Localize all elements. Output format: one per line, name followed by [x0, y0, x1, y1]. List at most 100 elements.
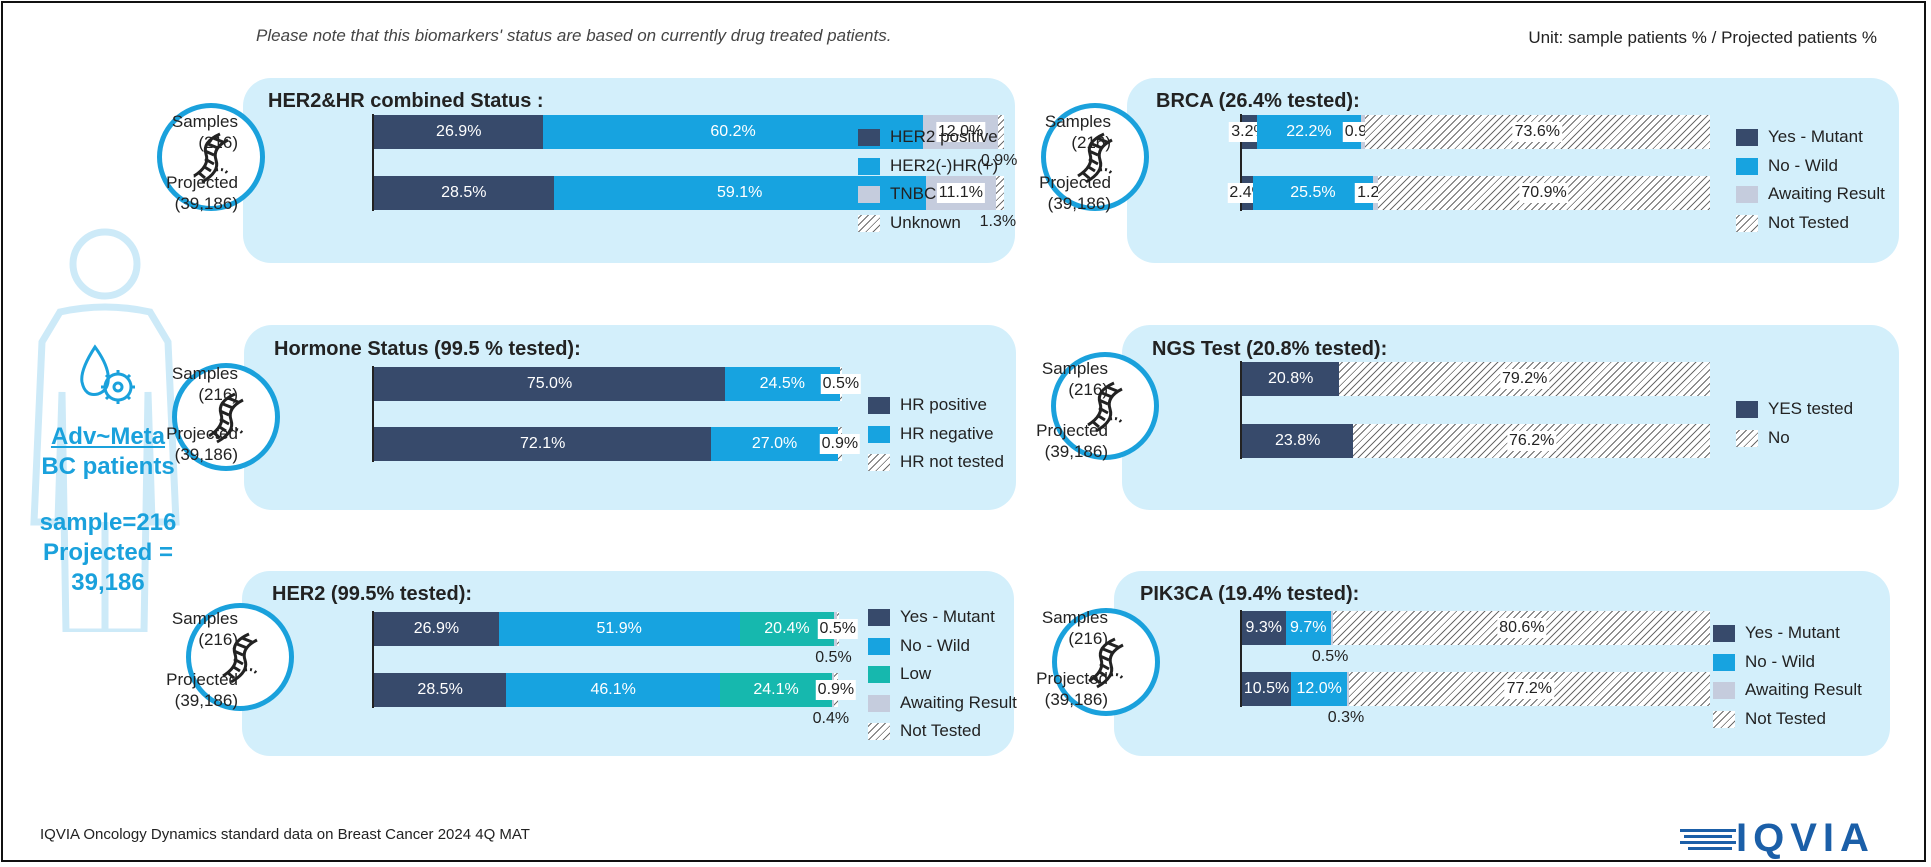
row-label-line: Projected	[166, 424, 238, 443]
patient-projected-line1: Projected =	[42, 539, 174, 566]
row-label-samples: Samples (216)	[988, 607, 1108, 649]
legend-label: HER2 positive	[890, 127, 998, 146]
legend-swatch	[858, 129, 880, 146]
data-label: 24.1%	[753, 681, 799, 698]
legend-label: No - Wild	[900, 635, 970, 655]
legend-label: Low	[900, 664, 932, 683]
legend-swatch	[1736, 157, 1758, 175]
row-label-line: (216)	[198, 630, 238, 649]
bar-segment	[998, 115, 1004, 149]
data-label: 0.5%	[815, 649, 852, 666]
bar-row: 20.8% 79.2%	[1242, 362, 1710, 396]
legend-swatch	[1713, 653, 1735, 671]
legend-swatch	[868, 723, 890, 740]
bar-segment	[725, 367, 840, 401]
bar-row: 9.3% 9.7% 80.6%	[1242, 611, 1711, 645]
legend-swatch	[868, 694, 890, 712]
row-label-samples: Samples (216)	[988, 358, 1108, 400]
row-label-line: Samples	[171, 364, 238, 383]
data-label: 0.9%	[980, 152, 1018, 169]
data-label: 12.0%	[1296, 680, 1342, 697]
bar-segment	[1285, 611, 1331, 645]
chart-axis	[372, 366, 374, 462]
data-label: 26.9%	[413, 620, 460, 637]
data-label: 73.6%	[1512, 122, 1562, 142]
data-label: 59.1%	[717, 184, 763, 201]
patient-projected-line2: 39,186	[71, 569, 145, 596]
data-label: 0.3%	[1327, 709, 1365, 726]
patient-sample: sample=216	[39, 509, 177, 536]
data-label: 76.2%	[1507, 431, 1557, 451]
row-label-samples: Samples (216)	[991, 111, 1111, 153]
dna-icon	[157, 103, 265, 211]
row-label-line: (216)	[198, 385, 238, 404]
bar-row: 3.2% 22.2% 0.9% 73.6%	[1229, 115, 1710, 149]
legend-label: Awaiting Result	[1745, 680, 1862, 699]
row-label-line: Samples	[171, 112, 238, 131]
dna-icon	[1052, 608, 1160, 716]
row-label-line: Samples	[171, 609, 238, 628]
logo-lines-icon	[1680, 829, 1736, 853]
legend-swatch	[1736, 401, 1758, 418]
row-label-line: (216)	[1068, 380, 1108, 399]
legend-label: Awaiting Result	[900, 692, 1017, 712]
data-label: 23.8%	[1275, 432, 1321, 449]
data-label: 77.2%	[1504, 679, 1555, 699]
patient-title-line1: Adv~Meta	[50, 423, 166, 450]
row-label-line: Samples	[1041, 359, 1108, 378]
data-label: 0.5%	[817, 619, 858, 639]
legend-swatch	[1713, 710, 1735, 728]
footer-source: IQVIA Oncology Dynamics standard data on…	[40, 826, 530, 843]
dna-icon	[172, 363, 280, 471]
panel-pik3ca	[1114, 571, 1890, 756]
legend-label: Unknown	[890, 212, 961, 232]
row-label-projected: Projected (39,186)	[988, 420, 1108, 462]
row-label-projected: Projected (39,186)	[991, 172, 1111, 214]
dna-icon	[1041, 103, 1149, 211]
legend-label: Yes - Mutant	[1768, 127, 1863, 146]
bar-segment	[995, 176, 1004, 210]
bar-segment	[1253, 176, 1373, 210]
bar-segment	[1291, 672, 1348, 706]
chart-axis	[1240, 114, 1242, 211]
data-label: 0.9%	[815, 680, 857, 700]
bar-segment	[498, 612, 740, 646]
row-label-line: (39,186)	[174, 691, 238, 710]
legend-label: Not Tested	[1768, 212, 1849, 232]
data-label: 9.7%	[1289, 619, 1327, 636]
legend-label: YES tested	[1768, 399, 1854, 418]
row-label-line: (39,186)	[1044, 442, 1108, 461]
data-label: 0.4%	[812, 710, 850, 727]
row-label-line: (39,186)	[1047, 194, 1111, 213]
logo-text: IQVIA	[1736, 816, 1875, 860]
legend-swatch	[868, 425, 890, 443]
bar-segment	[720, 673, 832, 707]
row-label-line: (39,186)	[174, 194, 238, 213]
data-label: 79.2%	[1499, 369, 1550, 389]
legend-swatch	[858, 157, 880, 175]
chart-axis	[372, 611, 374, 708]
data-label: 20.4%	[764, 620, 810, 637]
legend-swatch	[858, 214, 880, 232]
chart-title: HER2&HR combined Status :	[268, 90, 544, 112]
legend-swatch	[868, 454, 890, 471]
bar-segment	[506, 673, 721, 707]
legend-label: No - Wild	[1768, 155, 1838, 175]
data-label: 22.2%	[1286, 123, 1332, 140]
legend-swatch	[1713, 682, 1735, 699]
data-label: 10.5%	[1243, 680, 1290, 697]
row-label-line: Projected	[1036, 421, 1108, 440]
dna-icon	[1051, 352, 1159, 460]
row-label-line: Projected	[166, 670, 238, 689]
bar-row: 2.4% 25.5% 1.2% 70.9%	[1227, 176, 1710, 210]
patient-title-line2: BC patients	[41, 453, 175, 480]
data-label: 75.0%	[526, 375, 573, 392]
bar-row: 26.9% 51.9% 20.4% 0.5%	[374, 612, 858, 646]
row-label-samples: Samples (216)	[118, 608, 238, 650]
row-label-line: Projected	[166, 173, 238, 192]
row-label-line: Projected	[1039, 173, 1111, 192]
chart-axis	[1240, 610, 1242, 707]
legend-label: TNBC	[890, 184, 937, 203]
data-label: 1.3%	[979, 213, 1017, 230]
bar-segment	[711, 427, 838, 461]
